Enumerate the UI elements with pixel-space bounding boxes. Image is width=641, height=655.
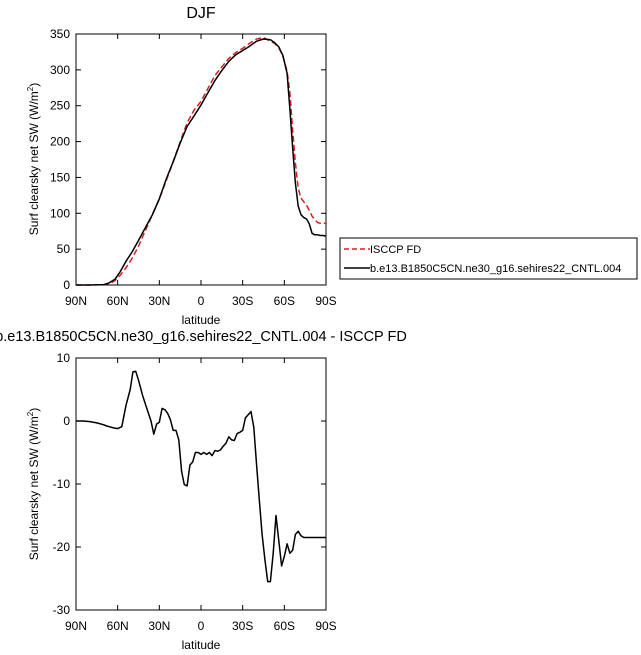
bottom-y-axis-label: Surf clearsky net SW (W/m2) bbox=[26, 408, 41, 560]
top-panel: DJF 0 50 100 150 200 250 300 350 90N 60N 30N 0 30S 6… bbox=[26, 5, 638, 327]
legend-label-model: b.e13.B1850C5CN.ne30_g16.sehires22_CNTL.… bbox=[370, 263, 621, 275]
legend-label-isccp: ISCCP FD bbox=[370, 244, 421, 256]
bottom-ytick-label: -30 bbox=[53, 603, 71, 617]
top-series-line-1 bbox=[76, 38, 327, 286]
bottom-ytick-label: 10 bbox=[57, 351, 71, 365]
bottom-series-line-0 bbox=[76, 370, 326, 583]
legend-box bbox=[339, 237, 638, 280]
top-series-line-0 bbox=[76, 36, 326, 286]
top-xtick-label: 0 bbox=[198, 294, 205, 308]
bottom-xtick-label: 30S bbox=[232, 619, 253, 633]
top-y-axis-label-close: ) bbox=[27, 83, 41, 87]
top-x-ticks: 90N 60N 30N 0 30S 60S 90S bbox=[65, 34, 337, 308]
bottom-xtick-label: 90N bbox=[65, 619, 87, 633]
bottom-y-ticks: -30 -20 -10 0 10 bbox=[53, 351, 326, 617]
bottom-xtick-label: 30N bbox=[148, 619, 170, 633]
top-ytick-label: 200 bbox=[50, 135, 70, 149]
legend: ISCCP FD b.e13.B1850C5CN.ne30_g16.sehire… bbox=[339, 237, 638, 280]
bottom-panel: b.e13.B1850C5CN.ne30_g16.sehires22_CNTL.… bbox=[0, 329, 407, 652]
top-ytick-label: 350 bbox=[50, 27, 70, 41]
top-y-ticks: 0 50 100 150 200 250 300 350 bbox=[50, 27, 326, 292]
top-y-axis-label-sup: 2 bbox=[26, 86, 35, 91]
bottom-x-ticks: 90N 60N 30N 0 30S 60S 90S bbox=[65, 358, 337, 633]
bottom-xtick-label: 60N bbox=[107, 619, 129, 633]
bottom-ytick-label: -10 bbox=[53, 477, 71, 491]
top-xtick-label: 60N bbox=[107, 294, 129, 308]
top-xtick-label: 60S bbox=[274, 294, 295, 308]
top-ytick-label: 50 bbox=[57, 242, 71, 256]
bottom-xtick-label: 60S bbox=[274, 619, 295, 633]
top-ytick-label: 100 bbox=[50, 206, 70, 220]
bottom-x-axis-label: latitude bbox=[182, 638, 221, 652]
bottom-chart-title: b.e13.B1850C5CN.ne30_g16.sehires22_CNTL.… bbox=[0, 329, 407, 345]
top-plot-frame bbox=[75, 33, 327, 286]
top-chart-title: DJF bbox=[186, 5, 216, 22]
top-ytick-label: 300 bbox=[50, 63, 70, 77]
top-xtick-label: 90S bbox=[315, 294, 336, 308]
top-xtick-label: 30N bbox=[148, 294, 170, 308]
bottom-y-axis-label-sup: 2 bbox=[26, 411, 35, 416]
bottom-ytick-label: 0 bbox=[63, 414, 70, 428]
top-x-axis-label: latitude bbox=[182, 313, 221, 327]
top-xtick-label: 30S bbox=[232, 294, 253, 308]
bottom-y-axis-label-close: ) bbox=[27, 408, 41, 412]
bottom-ytick-label: -20 bbox=[53, 540, 71, 554]
bottom-plot-frame bbox=[75, 357, 327, 611]
top-ytick-label: 0 bbox=[63, 278, 70, 292]
top-xtick-label: 90N bbox=[65, 294, 87, 308]
top-y-axis-label: Surf clearsky net SW (W/m2) bbox=[26, 83, 41, 235]
top-series-lines bbox=[76, 36, 327, 286]
bottom-series-lines bbox=[76, 370, 326, 583]
bottom-y-axis-label-main: Surf clearsky net SW (W/m bbox=[27, 416, 41, 560]
top-ytick-label: 250 bbox=[50, 99, 70, 113]
top-ytick-label: 150 bbox=[50, 170, 70, 184]
top-y-axis-label-main: Surf clearsky net SW (W/m bbox=[27, 91, 41, 235]
bottom-xtick-label: 90S bbox=[315, 619, 336, 633]
bottom-xtick-label: 0 bbox=[198, 619, 205, 633]
